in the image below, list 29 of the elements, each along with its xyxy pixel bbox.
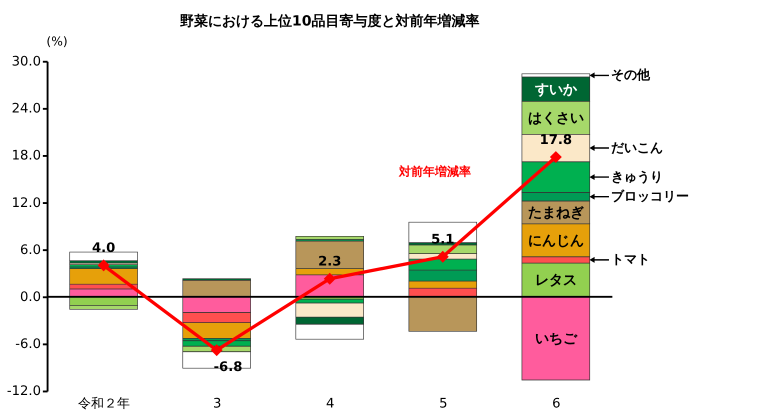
y-tick-label: 0.0 — [20, 290, 41, 306]
x-tick-label: 令和２年 — [78, 396, 130, 412]
series-label: きゅうり — [611, 170, 664, 185]
x-tick-label: 4 — [326, 396, 334, 412]
x-tick-label: 6 — [552, 396, 561, 412]
series-label: その他 — [611, 68, 652, 84]
data-label: 17.8 — [540, 132, 572, 148]
y-tick-label: 24.0 — [12, 102, 41, 117]
series-label: にんじん — [528, 232, 584, 249]
y-tick-label: -12.0 — [6, 384, 41, 400]
y-tick-label: 18.0 — [12, 148, 41, 164]
y-axis-title: (%) — [46, 34, 68, 49]
series-label: レタス — [534, 272, 577, 289]
series-label: いちご — [534, 331, 578, 348]
series-label: ブロッコリー — [611, 188, 690, 204]
y-tick-label: 6.0 — [20, 242, 41, 258]
chart-title: 野菜における上位10品目寄与度と対前年増減率 — [180, 12, 480, 30]
series-label: だいこん — [611, 140, 664, 156]
series-label: すいか — [534, 82, 578, 98]
x-tick-label: 5 — [439, 396, 448, 412]
y-tick-label: -6.0 — [15, 337, 41, 352]
series-label: トマト — [611, 252, 650, 268]
y-tick-label: 30.0 — [12, 54, 41, 70]
text: 対前年増減率 — [398, 164, 472, 178]
data-label: 2.3 — [318, 254, 342, 270]
x-tick-label: 3 — [212, 396, 222, 412]
y-tick-label: 12.0 — [12, 196, 41, 211]
series-label: はくさい — [528, 110, 584, 126]
series-label: たまねぎ — [528, 205, 584, 222]
